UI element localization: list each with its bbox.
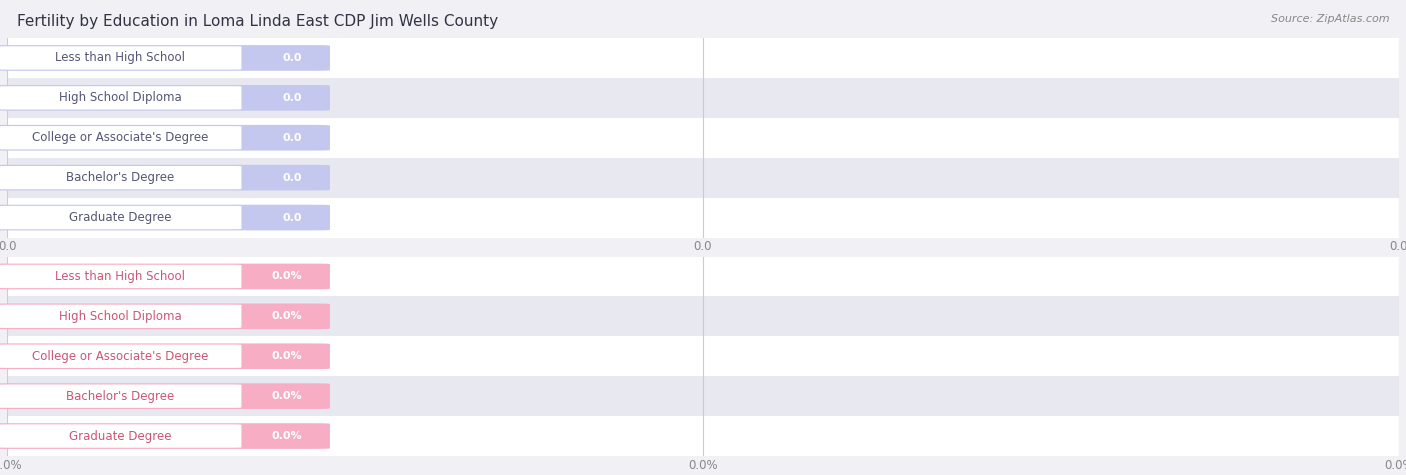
Text: College or Associate's Degree: College or Associate's Degree <box>32 131 208 144</box>
FancyBboxPatch shape <box>0 125 330 151</box>
Text: Source: ZipAtlas.com: Source: ZipAtlas.com <box>1271 14 1389 24</box>
Bar <box>7 118 1399 158</box>
Text: Bachelor's Degree: Bachelor's Degree <box>66 171 174 184</box>
Text: 0.0%: 0.0% <box>271 391 302 401</box>
FancyBboxPatch shape <box>0 165 330 190</box>
Text: 0.0: 0.0 <box>283 93 302 103</box>
Text: Less than High School: Less than High School <box>55 270 186 283</box>
Bar <box>7 256 1399 296</box>
FancyBboxPatch shape <box>0 206 242 229</box>
Bar <box>7 296 1399 336</box>
FancyBboxPatch shape <box>0 46 242 70</box>
Text: Less than High School: Less than High School <box>55 51 186 65</box>
FancyBboxPatch shape <box>0 205 330 230</box>
Text: 0.0%: 0.0% <box>271 351 302 361</box>
FancyBboxPatch shape <box>0 86 242 110</box>
FancyBboxPatch shape <box>0 45 330 71</box>
Bar <box>7 336 1399 376</box>
FancyBboxPatch shape <box>0 126 242 150</box>
FancyBboxPatch shape <box>0 85 330 111</box>
Text: Graduate Degree: Graduate Degree <box>69 211 172 224</box>
Bar <box>7 78 1399 118</box>
Text: Graduate Degree: Graduate Degree <box>69 429 172 443</box>
Bar <box>7 198 1399 238</box>
FancyBboxPatch shape <box>0 304 242 328</box>
FancyBboxPatch shape <box>0 383 330 409</box>
Text: College or Associate's Degree: College or Associate's Degree <box>32 350 208 363</box>
Bar <box>7 376 1399 416</box>
Text: 0.0%: 0.0% <box>271 271 302 282</box>
FancyBboxPatch shape <box>0 264 330 289</box>
Bar <box>7 416 1399 456</box>
FancyBboxPatch shape <box>0 166 242 190</box>
Text: Fertility by Education in Loma Linda East CDP Jim Wells County: Fertility by Education in Loma Linda Eas… <box>17 14 498 29</box>
FancyBboxPatch shape <box>0 424 242 448</box>
Bar <box>7 158 1399 198</box>
Bar <box>7 38 1399 78</box>
FancyBboxPatch shape <box>0 265 242 288</box>
Text: 0.0: 0.0 <box>283 212 302 223</box>
FancyBboxPatch shape <box>0 384 242 408</box>
FancyBboxPatch shape <box>0 344 242 368</box>
Text: Bachelor's Degree: Bachelor's Degree <box>66 390 174 403</box>
FancyBboxPatch shape <box>0 423 330 449</box>
FancyBboxPatch shape <box>0 343 330 369</box>
Text: 0.0%: 0.0% <box>271 431 302 441</box>
Text: 0.0: 0.0 <box>283 172 302 183</box>
Text: High School Diploma: High School Diploma <box>59 310 181 323</box>
Text: 0.0: 0.0 <box>283 133 302 143</box>
Text: High School Diploma: High School Diploma <box>59 91 181 104</box>
Text: 0.0%: 0.0% <box>271 311 302 322</box>
Text: 0.0: 0.0 <box>283 53 302 63</box>
FancyBboxPatch shape <box>0 304 330 329</box>
